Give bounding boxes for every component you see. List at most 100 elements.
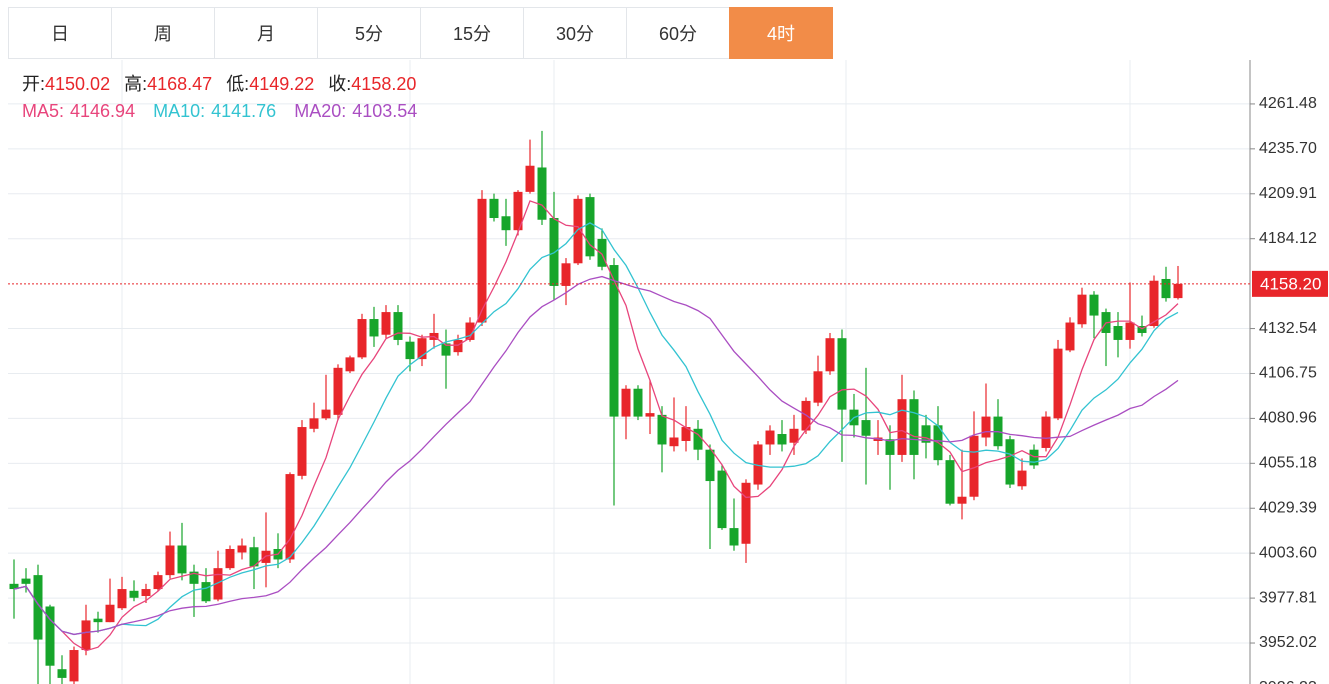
last-price-tag	[1252, 270, 1328, 297]
candle-body	[573, 198, 583, 264]
candle-body	[669, 437, 679, 447]
candle-body	[321, 409, 331, 419]
candle-body	[57, 669, 67, 678]
candle-body	[477, 198, 487, 323]
candle-body	[1149, 280, 1159, 327]
candle-body	[489, 198, 499, 219]
candle-body	[45, 606, 55, 666]
ma-line	[13, 200, 1179, 652]
candle-body	[705, 449, 715, 482]
candle-body	[345, 357, 355, 372]
candle-body	[9, 583, 19, 590]
candle-body	[1161, 278, 1171, 299]
y-tick-label: 4132.54	[1259, 320, 1317, 337]
ma-info: MA5: 4146.94 MA10: 4141.76 MA20: 4103.54	[22, 101, 417, 121]
candle-body	[837, 338, 847, 410]
candle-body	[945, 460, 955, 504]
ma-value: 4141.76	[211, 101, 276, 121]
period-tab[interactable]: 30分	[523, 7, 627, 59]
period-tab[interactable]: 60分	[626, 7, 730, 59]
candle-body	[381, 312, 391, 335]
candle-body	[165, 545, 175, 576]
candle-body	[789, 428, 799, 443]
candle-body	[969, 435, 979, 497]
candle-body	[1053, 348, 1063, 419]
info-label: 高:	[124, 74, 147, 94]
candle-body	[1125, 322, 1135, 340]
candle-body	[897, 399, 907, 455]
y-tick-label: 3926.23	[1259, 679, 1317, 684]
candle-body	[393, 312, 403, 340]
last-price-label: 4158.20	[1260, 274, 1321, 293]
candle-body	[717, 470, 727, 529]
ma-value: 4146.94	[70, 101, 135, 121]
ma-line	[13, 275, 1179, 636]
candle-body	[909, 399, 919, 455]
candle-body	[825, 338, 835, 372]
info-label: 收:	[328, 74, 351, 94]
period-tab[interactable]: 5分	[317, 7, 421, 59]
candle-body	[225, 548, 235, 569]
info-label: 开:	[22, 74, 45, 94]
candle-body	[981, 416, 991, 438]
y-tick-label: 4209.91	[1259, 185, 1317, 202]
ma-label: MA5:	[22, 101, 64, 121]
candle-body	[81, 620, 91, 651]
candle-body	[921, 425, 931, 443]
candle-body	[105, 604, 115, 623]
candle-body	[1029, 449, 1039, 466]
candle-body	[561, 263, 571, 286]
candle-body	[405, 341, 415, 360]
period-tab[interactable]: 4时	[729, 7, 833, 59]
candle-body	[861, 420, 871, 436]
candle-body	[549, 218, 559, 286]
candle-body	[957, 496, 967, 504]
candle-body	[765, 430, 775, 445]
candle-body	[1017, 470, 1027, 487]
period-tab[interactable]: 15分	[420, 7, 524, 59]
candle-body	[213, 568, 223, 600]
candle-body	[465, 322, 475, 340]
candle-body	[237, 545, 247, 553]
info-value: 4150.02	[45, 74, 110, 94]
info-label: 低:	[226, 74, 249, 94]
candle-body	[1041, 416, 1051, 448]
info-value: 4158.20	[351, 74, 416, 94]
candle-body	[189, 571, 199, 584]
candle-body	[1113, 326, 1123, 340]
candle-body	[597, 238, 607, 267]
period-tab[interactable]: 日	[8, 7, 112, 59]
y-tick-label: 3977.81	[1259, 589, 1317, 606]
candle-body	[453, 339, 463, 353]
candle-body	[21, 578, 31, 584]
candle-body	[753, 444, 763, 485]
candle-body	[141, 589, 151, 597]
candle-body	[645, 413, 655, 417]
candle-body	[693, 428, 703, 450]
candle-body	[657, 414, 667, 445]
y-tick-label: 4184.12	[1259, 230, 1317, 247]
candle-body	[537, 167, 547, 220]
candle-body	[249, 547, 259, 567]
candle-body	[513, 191, 523, 231]
ma-label: MA10:	[153, 101, 205, 121]
candle-body	[285, 474, 295, 560]
candle-body	[333, 367, 343, 415]
candle-body	[525, 165, 535, 192]
candle-body	[729, 528, 739, 546]
y-tick-label: 4080.96	[1259, 410, 1317, 427]
candle-body	[369, 319, 379, 337]
ma-label: MA20:	[294, 101, 346, 121]
period-tab[interactable]: 周	[111, 7, 215, 59]
candle-body	[93, 618, 103, 623]
info-value: 4168.47	[147, 74, 212, 94]
candle-body	[297, 427, 307, 476]
candle-body	[441, 343, 451, 356]
candle-body	[741, 482, 751, 544]
candle-body	[201, 582, 211, 602]
y-tick-label: 4055.18	[1259, 455, 1317, 472]
y-tick-label: 4029.39	[1259, 499, 1317, 516]
candle-body	[69, 650, 79, 682]
period-tab[interactable]: 月	[214, 7, 318, 59]
